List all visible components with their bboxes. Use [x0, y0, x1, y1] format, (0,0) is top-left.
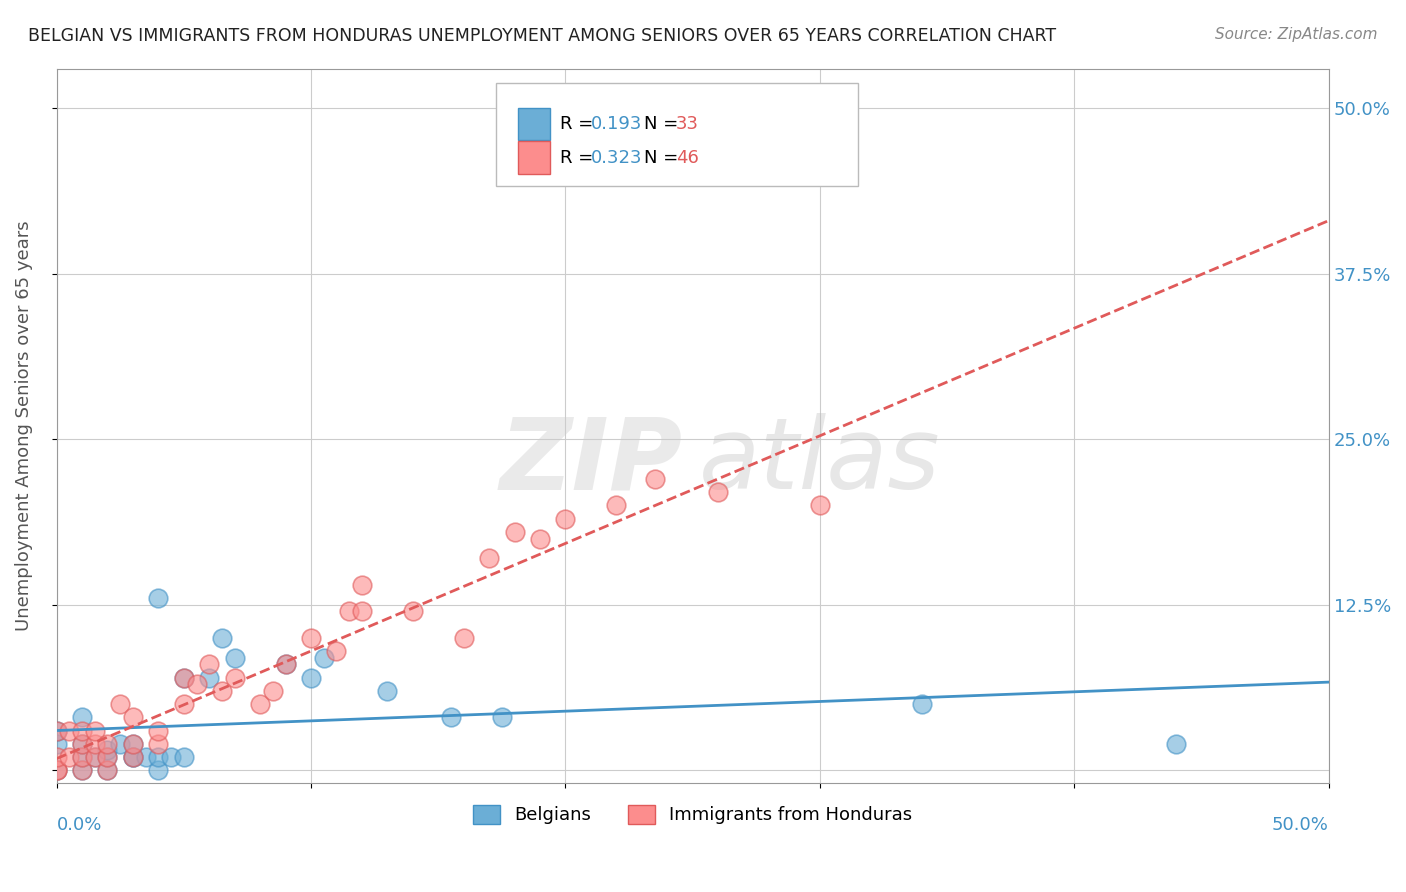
Point	[186, 677, 208, 691]
Text: 0.323: 0.323	[591, 149, 643, 167]
Point	[70, 764, 93, 778]
Text: atlas: atlas	[699, 413, 941, 510]
Point	[554, 511, 576, 525]
Point	[70, 737, 93, 751]
Point	[312, 650, 335, 665]
Point	[377, 683, 399, 698]
Point	[83, 737, 105, 751]
FancyBboxPatch shape	[519, 108, 550, 140]
Text: 50.0%: 50.0%	[1272, 815, 1329, 834]
Point	[122, 750, 145, 764]
Text: BELGIAN VS IMMIGRANTS FROM HONDURAS UNEMPLOYMENT AMONG SENIORS OVER 65 YEARS COR: BELGIAN VS IMMIGRANTS FROM HONDURAS UNEM…	[28, 27, 1056, 45]
Point	[224, 671, 246, 685]
Point	[148, 723, 170, 738]
Text: 0.0%: 0.0%	[56, 815, 103, 834]
Point	[135, 750, 157, 764]
Y-axis label: Unemployment Among Seniors over 65 years: Unemployment Among Seniors over 65 years	[15, 220, 32, 632]
Point	[96, 764, 118, 778]
Point	[529, 532, 551, 546]
FancyBboxPatch shape	[495, 83, 858, 186]
Point	[707, 485, 730, 500]
FancyBboxPatch shape	[519, 142, 550, 174]
Point	[325, 644, 347, 658]
Point	[299, 631, 322, 645]
Point	[808, 499, 831, 513]
Point	[83, 723, 105, 738]
Text: Source: ZipAtlas.com: Source: ZipAtlas.com	[1215, 27, 1378, 42]
Point	[83, 750, 105, 764]
Point	[70, 750, 93, 764]
Point	[148, 764, 170, 778]
Point	[96, 750, 118, 764]
Text: 0.193: 0.193	[591, 115, 643, 133]
Point	[198, 657, 221, 672]
Point	[198, 671, 221, 685]
Point	[211, 683, 233, 698]
Text: 46: 46	[676, 149, 699, 167]
Point	[122, 710, 145, 724]
Point	[122, 737, 145, 751]
Point	[96, 764, 118, 778]
Point	[70, 710, 93, 724]
Point	[453, 631, 475, 645]
Point	[299, 671, 322, 685]
Text: N =: N =	[644, 115, 685, 133]
Point	[160, 750, 183, 764]
Point	[173, 750, 195, 764]
Point	[70, 723, 93, 738]
Point	[478, 551, 501, 566]
Point	[350, 604, 373, 618]
Point	[911, 697, 934, 711]
Point	[122, 750, 145, 764]
Point	[262, 683, 284, 698]
Legend: Belgians, Immigrants from Honduras: Belgians, Immigrants from Honduras	[465, 797, 920, 831]
Point	[224, 650, 246, 665]
Point	[350, 578, 373, 592]
Point	[211, 631, 233, 645]
Point	[96, 750, 118, 764]
Point	[45, 723, 67, 738]
Text: ZIP: ZIP	[499, 413, 682, 510]
Point	[644, 472, 666, 486]
Point	[45, 723, 67, 738]
Point	[173, 697, 195, 711]
Point	[110, 737, 132, 751]
Point	[70, 764, 93, 778]
Point	[274, 657, 297, 672]
Text: R =: R =	[561, 115, 599, 133]
Point	[503, 524, 526, 539]
Point	[173, 671, 195, 685]
Point	[45, 764, 67, 778]
Point	[1164, 737, 1187, 751]
Point	[58, 723, 80, 738]
Point	[148, 737, 170, 751]
Text: N =: N =	[644, 149, 685, 167]
Point	[274, 657, 297, 672]
Text: R =: R =	[561, 149, 599, 167]
Point	[440, 710, 463, 724]
Point	[148, 750, 170, 764]
Point	[58, 750, 80, 764]
Point	[402, 604, 425, 618]
Point	[96, 743, 118, 757]
Point	[83, 750, 105, 764]
Point	[45, 737, 67, 751]
Point	[70, 750, 93, 764]
Point	[337, 604, 360, 618]
Point	[173, 671, 195, 685]
Point	[148, 591, 170, 606]
Point	[605, 499, 627, 513]
Point	[249, 697, 271, 711]
Point	[491, 710, 513, 724]
Point	[122, 750, 145, 764]
Text: 33: 33	[676, 115, 699, 133]
Point	[45, 764, 67, 778]
Point	[122, 737, 145, 751]
Point	[96, 737, 118, 751]
Point	[70, 737, 93, 751]
Point	[110, 697, 132, 711]
Point	[45, 764, 67, 778]
Point	[45, 750, 67, 764]
